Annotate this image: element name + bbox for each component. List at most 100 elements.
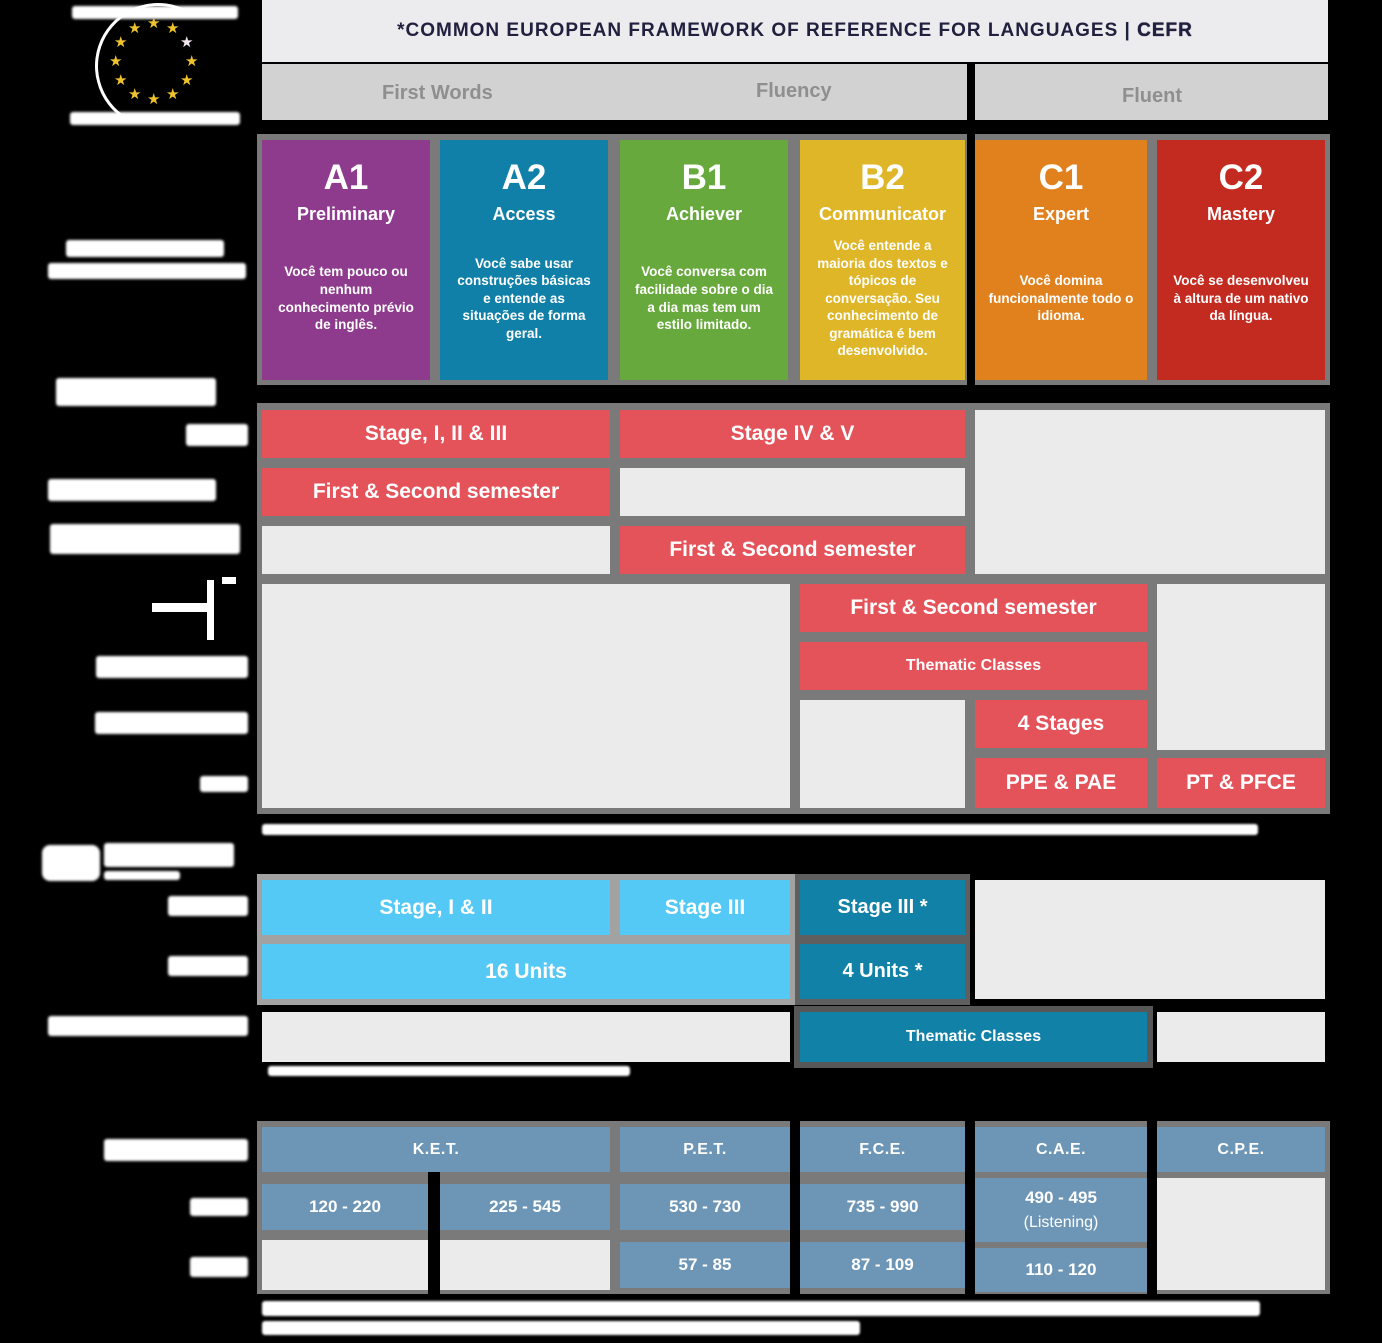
star-icon: ★ [109,53,123,70]
star-icon: ★ [180,72,194,89]
exam-ket: K.E.T. [262,1127,610,1172]
row-label [168,896,248,916]
star-icon: ★ [114,72,128,89]
level-description: Você entende a maioria dos textos e tópi… [817,238,948,359]
row-label [48,1016,248,1036]
star-icon: ★ [180,34,194,51]
level-name: Mastery [1206,204,1276,224]
section2-heading [104,843,234,867]
exam-divider [790,1121,800,1294]
table2-footnote [268,1066,630,1076]
star-icon: ★ [147,91,161,108]
bottom-footnote-line1 [262,1301,1260,1316]
level-description: Você sabe usar construções básicas e ent… [457,255,591,341]
empty-cell [1157,584,1325,750]
empty-cell [440,1240,610,1290]
cae-listening-note: (Listening) [1023,1213,1099,1231]
exam-cpe: C.P.E. [1157,1127,1325,1172]
program1-stage-4-5: Stage IV & V [620,410,965,458]
row-label [96,656,248,678]
logo-text-bottom [70,112,240,125]
level-name: Achiever [665,204,743,224]
band-left [262,64,968,120]
program2-stage-3-star: Stage III * [800,880,965,935]
empty-cell [262,526,610,574]
star-icon: ★ [166,20,180,37]
program2-stage-1-2: Stage, I & II [262,880,610,935]
row-label [95,712,248,734]
exam-divider [1147,1121,1157,1294]
program1-semester-a: First & Second semester [262,468,610,516]
row-connector-line [207,580,214,640]
level-card-c1: C1 Expert Você domina funcionalmente tod… [975,140,1147,380]
level-code: C1 [1038,158,1084,197]
program1-thematic-classes: Thematic Classes [800,642,1147,690]
score-cell: 87 - 109 [800,1242,965,1288]
table1-footnote [262,824,1258,835]
empty-cell [1157,1012,1325,1062]
level-code: A1 [323,158,369,197]
star-icon: ★ [128,86,142,103]
sidebar-heading-line2 [48,263,246,279]
row-connector-bar [152,603,208,612]
star-icon: ★ [147,15,161,32]
level-code: C2 [1218,158,1264,197]
section2-icon [42,845,100,881]
level-name: Access [492,204,556,224]
cae-score: 490 - 495 [1025,1188,1097,1208]
score-cell-cae: 490 - 495 (Listening) [975,1178,1147,1242]
level-card-a1: A1 Preliminary Você tem pouco ou nenhum … [262,140,430,380]
score-cell: 110 - 120 [975,1248,1147,1292]
empty-cell [262,584,790,808]
logo-text-top [72,6,238,19]
level-code: B1 [681,158,727,197]
bottom-footnote-line2 [262,1321,860,1335]
level-description: Você tem pouco ou nenhum conhecimento pr… [278,264,414,333]
exam-fce: F.C.E. [800,1127,965,1172]
program1-semester-b: First & Second semester [620,526,965,574]
row-label [168,956,248,976]
empty-cell [262,1240,428,1290]
header-title: *COMMON EUROPEAN FRAMEWORK OF REFERENCE … [397,20,1125,41]
score-cell: 120 - 220 [262,1184,428,1230]
level-description: Você conversa com facilidade sobre o dia… [634,264,774,333]
program1-four-stages: 4 Stages [975,700,1147,748]
score-cell: 530 - 730 [620,1184,790,1230]
column-divider [967,62,975,385]
level-name: Communicator [818,204,946,224]
exam-divider [965,1121,975,1294]
star-icon: ★ [128,20,142,37]
level-name: Preliminary [296,204,396,224]
empty-cell [975,880,1325,999]
program1-ppe-pae: PPE & PAE [975,758,1147,808]
row-connector-tick [222,577,236,584]
star-icon: ★ [185,53,199,70]
empty-cell [800,700,965,808]
header-title-abbr: CEFR [1137,20,1193,41]
exam-row-label [190,1198,248,1216]
level-card-b1: B1 Achiever Você conversa com facilidade… [620,140,788,380]
header-title-bar: *COMMON EUROPEAN FRAMEWORK OF REFERENCE … [262,0,1328,62]
program2-thematic-classes: Thematic Classes [800,1012,1147,1062]
section1-heading [56,378,216,406]
program1-pt-pfce: PT & PFCE [1157,758,1325,808]
section2-subheading [104,871,180,880]
header-title-separator: | [1124,20,1138,41]
row-label [50,524,240,554]
exam-pet: P.E.T. [620,1127,790,1172]
level-description: Você domina funcionalmente todo o idioma… [988,273,1134,324]
row-label [200,776,248,792]
program2-4-units: 4 Units * [800,944,965,999]
star-icon: ★ [114,34,128,51]
score-cell: 225 - 545 [440,1184,610,1230]
level-card-a2: A2 Access Você sabe usar construções bás… [440,140,608,380]
program1-stage-1-3: Stage, I, II & III [262,410,610,458]
score-cell: 735 - 990 [800,1184,965,1230]
level-code: A2 [501,158,547,197]
program1-semester-c: First & Second semester [800,584,1147,632]
sidebar-heading-line1 [66,240,224,257]
level-code: B2 [860,158,905,197]
band-first-words: First Words [382,82,493,104]
score-cell: 57 - 85 [620,1242,790,1288]
